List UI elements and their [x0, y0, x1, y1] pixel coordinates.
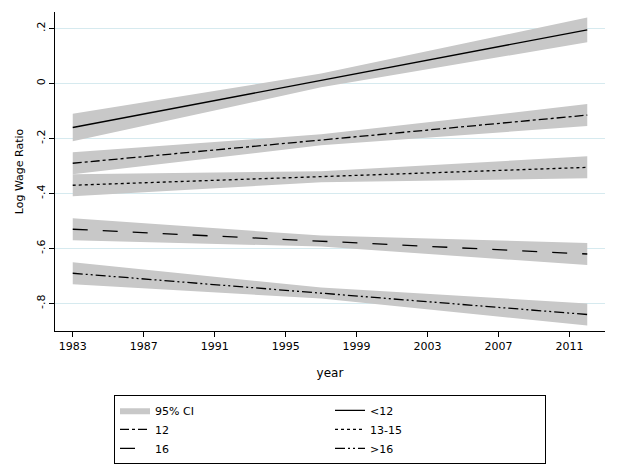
svg-text:1995: 1995	[272, 340, 300, 353]
svg-text:1999: 1999	[343, 340, 371, 353]
svg-text:95% CI: 95% CI	[155, 405, 194, 418]
svg-text:1991: 1991	[201, 340, 229, 353]
svg-text:-.6: -.6	[35, 240, 48, 254]
svg-text:1983: 1983	[59, 340, 87, 353]
svg-text:2007: 2007	[485, 340, 513, 353]
svg-text:Log Wage Ratio: Log Wage Ratio	[13, 128, 26, 214]
svg-text:-.4: -.4	[35, 185, 48, 199]
svg-text:year: year	[317, 366, 344, 380]
svg-text:-.2: -.2	[35, 130, 48, 144]
svg-text:16: 16	[155, 443, 169, 456]
svg-text:0: 0	[35, 78, 48, 85]
svg-text:1987: 1987	[130, 340, 158, 353]
svg-text:12: 12	[155, 424, 169, 437]
svg-text:2011: 2011	[556, 340, 584, 353]
svg-text:.2: .2	[35, 22, 48, 32]
svg-text:<12: <12	[370, 405, 393, 418]
svg-text:-.8: -.8	[35, 295, 48, 309]
svg-text:>16: >16	[370, 443, 393, 456]
svg-text:2003: 2003	[414, 340, 442, 353]
svg-text:13-15: 13-15	[370, 424, 402, 437]
